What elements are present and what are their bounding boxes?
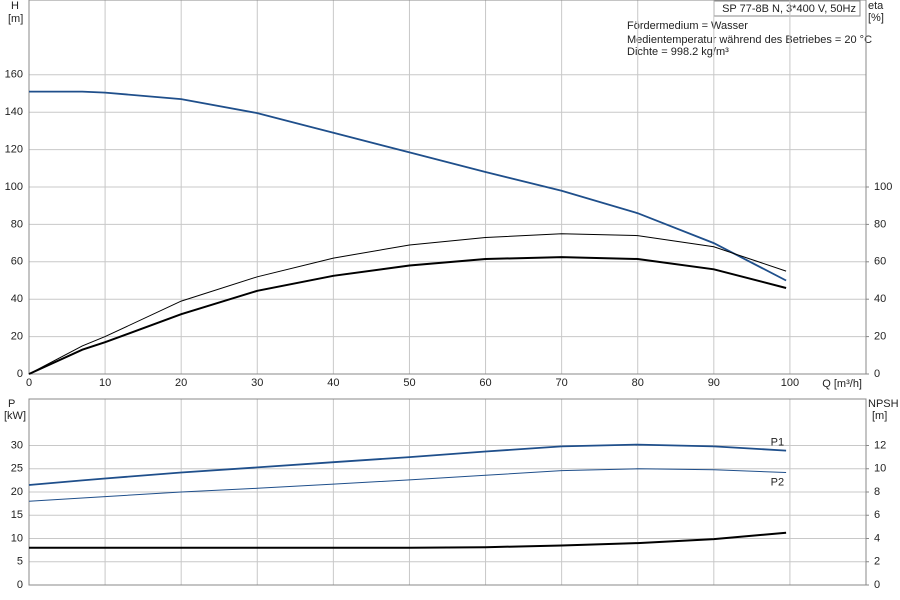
series-line (29, 531, 787, 549)
y2-tick-label: 100 (874, 181, 892, 193)
x-tick-label: 30 (251, 377, 263, 389)
y2-tick-label: 60 (874, 256, 886, 268)
y2-tick-label: 80 (874, 218, 886, 230)
y2-tick-label: 0 (874, 579, 880, 591)
series-line (28, 256, 787, 375)
y-tick-label: 25 (11, 463, 23, 475)
x-tick-label: 70 (556, 377, 568, 389)
y2-tick-label: 10 (874, 463, 886, 475)
y-tick-label: 0 (17, 368, 23, 380)
annotation: Medientemperatur während des Betriebes =… (627, 34, 872, 46)
series-label: P2 (771, 476, 784, 488)
header: SP 77-8B N, 3*400 V, 50Hz (722, 3, 856, 15)
y2-tick-label: 0 (874, 368, 880, 380)
x-tick-label: 40 (327, 377, 339, 389)
y2-tick-label: 8 (874, 486, 880, 498)
y-tick-label: 100 (5, 181, 23, 193)
y-tick-label: 20 (11, 486, 23, 498)
y-tick-label: 30 (11, 439, 23, 451)
y-tick-label: 140 (5, 106, 23, 118)
x-tick-label: 50 (403, 377, 415, 389)
x-tick-label: 60 (479, 377, 491, 389)
y-tick-label: 160 (5, 69, 23, 81)
y2-tick-label: 6 (874, 509, 880, 521)
x-tick-label: 100 (781, 377, 799, 389)
y2-label: eta (868, 0, 884, 12)
y-unit: [kW] (4, 410, 26, 422)
y-unit: [m] (8, 13, 23, 25)
series-line (29, 90, 787, 282)
y2-tick-label: 12 (874, 439, 886, 451)
plot-frame (28, 398, 867, 586)
x-tick-label: 90 (708, 377, 720, 389)
y-tick-label: 15 (11, 509, 23, 521)
x-tick-label: 80 (632, 377, 644, 389)
y2-unit: [m] (872, 410, 887, 422)
y2-tick-label: 2 (874, 556, 880, 568)
y-tick-label: 0 (17, 579, 23, 591)
series-line (28, 468, 787, 502)
series-line (28, 233, 787, 375)
y-label: P (8, 398, 15, 410)
y-label: H (11, 0, 19, 12)
y-tick-label: 20 (11, 331, 23, 343)
y-tick-label: 40 (11, 293, 23, 305)
y2-tick-label: 40 (874, 293, 886, 305)
y2-label: NPSH (868, 398, 899, 410)
x-tick-label: 0 (26, 377, 32, 389)
y2-tick-label: 4 (874, 532, 880, 544)
series-label: P1 (771, 437, 784, 449)
annotation: Dichte = 998.2 kg/m³ (627, 46, 729, 58)
plot-frame (28, 0, 867, 375)
x-tick-label: 20 (175, 377, 187, 389)
series-line (28, 443, 787, 486)
y-tick-label: 80 (11, 218, 23, 230)
x-label: Q [m³/h] (822, 378, 862, 390)
y2-unit: [%] (868, 12, 884, 24)
x-tick-label: 10 (99, 377, 111, 389)
y-tick-label: 120 (5, 144, 23, 156)
annotation: Fördermedium = Wasser (627, 20, 748, 32)
y2-tick-label: 20 (874, 331, 886, 343)
y-tick-label: 60 (11, 256, 23, 268)
y-tick-label: 10 (11, 532, 23, 544)
y-tick-label: 5 (17, 556, 23, 568)
